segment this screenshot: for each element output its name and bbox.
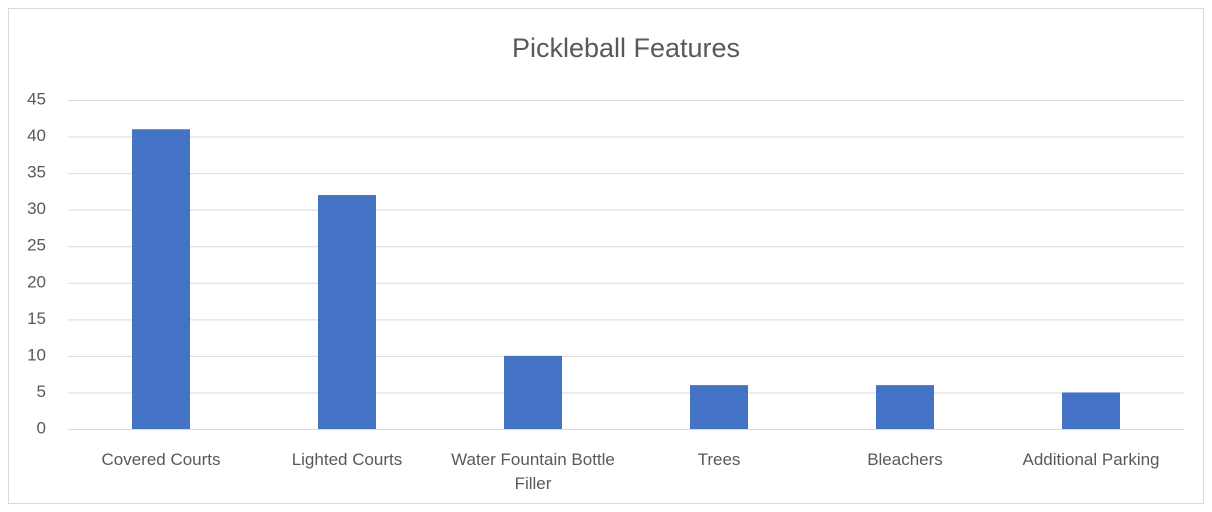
x-tick-label: Covered Courts — [101, 450, 221, 469]
x-tick-label: Trees — [697, 450, 741, 469]
y-tick-label: 5 — [37, 382, 46, 401]
bar — [690, 385, 748, 429]
y-tick-label: 20 — [27, 272, 46, 291]
bar — [876, 385, 934, 429]
y-tick-label: 15 — [27, 309, 46, 328]
chart-title: Pickleball Features — [512, 33, 740, 63]
y-tick-label: 40 — [27, 126, 46, 145]
bar — [132, 129, 190, 429]
bar — [504, 355, 562, 429]
x-tick-label: Bleachers — [867, 450, 943, 469]
x-tick-label: Lighted Courts — [291, 450, 403, 469]
chart-border — [8, 8, 1204, 504]
x-tick-label: Water Fountain Bottle Filler — [451, 450, 615, 493]
y-tick-label: 35 — [27, 163, 46, 182]
x-tick-label: Additional Parking — [1022, 450, 1160, 469]
bar — [1062, 392, 1120, 429]
bar — [318, 195, 376, 429]
y-tick-label: 30 — [27, 199, 46, 218]
y-tick-label: 25 — [27, 236, 46, 255]
y-tick-label: 10 — [27, 345, 46, 364]
y-tick-label: 0 — [37, 418, 46, 437]
y-tick-label: 45 — [27, 89, 46, 108]
